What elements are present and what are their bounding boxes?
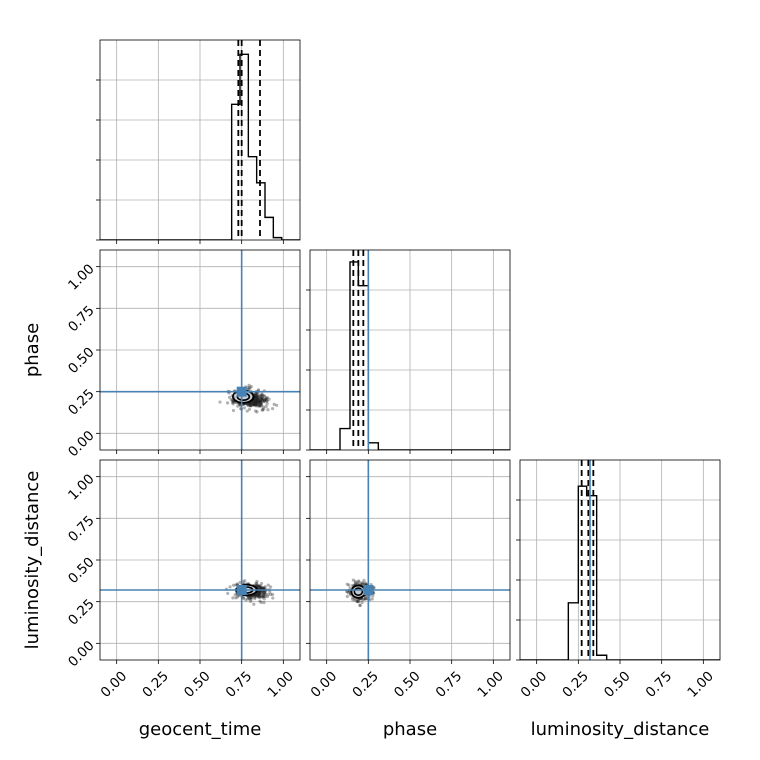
y-axis-label-luminosity_distance: luminosity_distance xyxy=(22,471,43,650)
x-tick-label: 0.00 xyxy=(518,668,551,701)
x-tick-label: 0.25 xyxy=(349,668,382,701)
x-tick-label: 0.75 xyxy=(433,668,466,701)
hist-panel-geocent_time xyxy=(96,39,301,244)
grid-lines xyxy=(100,250,300,450)
x-tick-label: 1.00 xyxy=(474,668,507,701)
x-tick-label: 0.50 xyxy=(391,668,424,701)
truth-marker xyxy=(236,585,247,595)
histogram-geocent_time xyxy=(100,53,300,240)
x-axis-label-luminosity_distance: luminosity_distance xyxy=(531,719,710,740)
y-axis-label-phase: phase xyxy=(22,323,43,377)
x-tick-label: 0.50 xyxy=(601,668,634,701)
x-tick-label: 0.25 xyxy=(559,668,592,701)
scatter-panel-geocent_time-vs-luminosity_distance: 0.000.250.500.751.000.00 0.25 0.50 0.75 1.00 xyxy=(65,459,301,701)
grid-lines xyxy=(310,460,510,660)
y-tick-label: 0.75 xyxy=(65,513,98,546)
x-tick-label: 0.25 xyxy=(139,668,172,701)
y-tick-label: 0.00 xyxy=(65,428,98,461)
x-tick-label: 0.75 xyxy=(223,668,256,701)
y-tick-label: 0.00 xyxy=(65,638,98,671)
x-axis-label-phase: phase xyxy=(383,719,437,740)
scatter-panel-phase-vs-luminosity_distance: 0.00 0.25 0.50 0.75 1.00 xyxy=(306,459,511,701)
grid-lines xyxy=(520,460,720,660)
y-tick-label: 0.25 xyxy=(65,596,98,629)
grid-lines xyxy=(310,250,510,450)
y-tick-label: 0.25 xyxy=(65,386,98,419)
truth-marker xyxy=(236,386,247,397)
histogram-luminosity_distance xyxy=(520,485,720,660)
x-tick-label: 0.50 xyxy=(181,668,214,701)
truth-marker xyxy=(363,585,374,595)
y-tick-label: 1.00 xyxy=(65,261,98,294)
scatter-panel-geocent_time-vs-phase: 0.00 0.25 0.50 0.75 1.00 xyxy=(65,249,301,461)
x-tick-label: 0.75 xyxy=(643,668,676,701)
grid-lines xyxy=(100,460,300,660)
y-tick-label: 0.75 xyxy=(65,303,98,336)
hist-panel-luminosity_distance: 0.00 0.25 0.50 0.75 1.00 xyxy=(516,459,721,701)
y-tick-label: 0.50 xyxy=(65,554,98,587)
x-axis-label-geocent_time: geocent_time xyxy=(139,719,262,740)
x-tick-label: 0.00 xyxy=(98,668,131,701)
hist-panel-phase xyxy=(306,249,511,454)
contour-inner xyxy=(353,587,364,596)
grid-lines xyxy=(100,40,300,240)
x-tick-label: 1.00 xyxy=(684,668,717,701)
x-tick-label: 0.00 xyxy=(308,668,341,701)
y-tick-label: 0.50 xyxy=(65,344,98,377)
x-tick-label: 1.00 xyxy=(264,668,297,701)
y-tick-label: 1.00 xyxy=(65,471,98,504)
